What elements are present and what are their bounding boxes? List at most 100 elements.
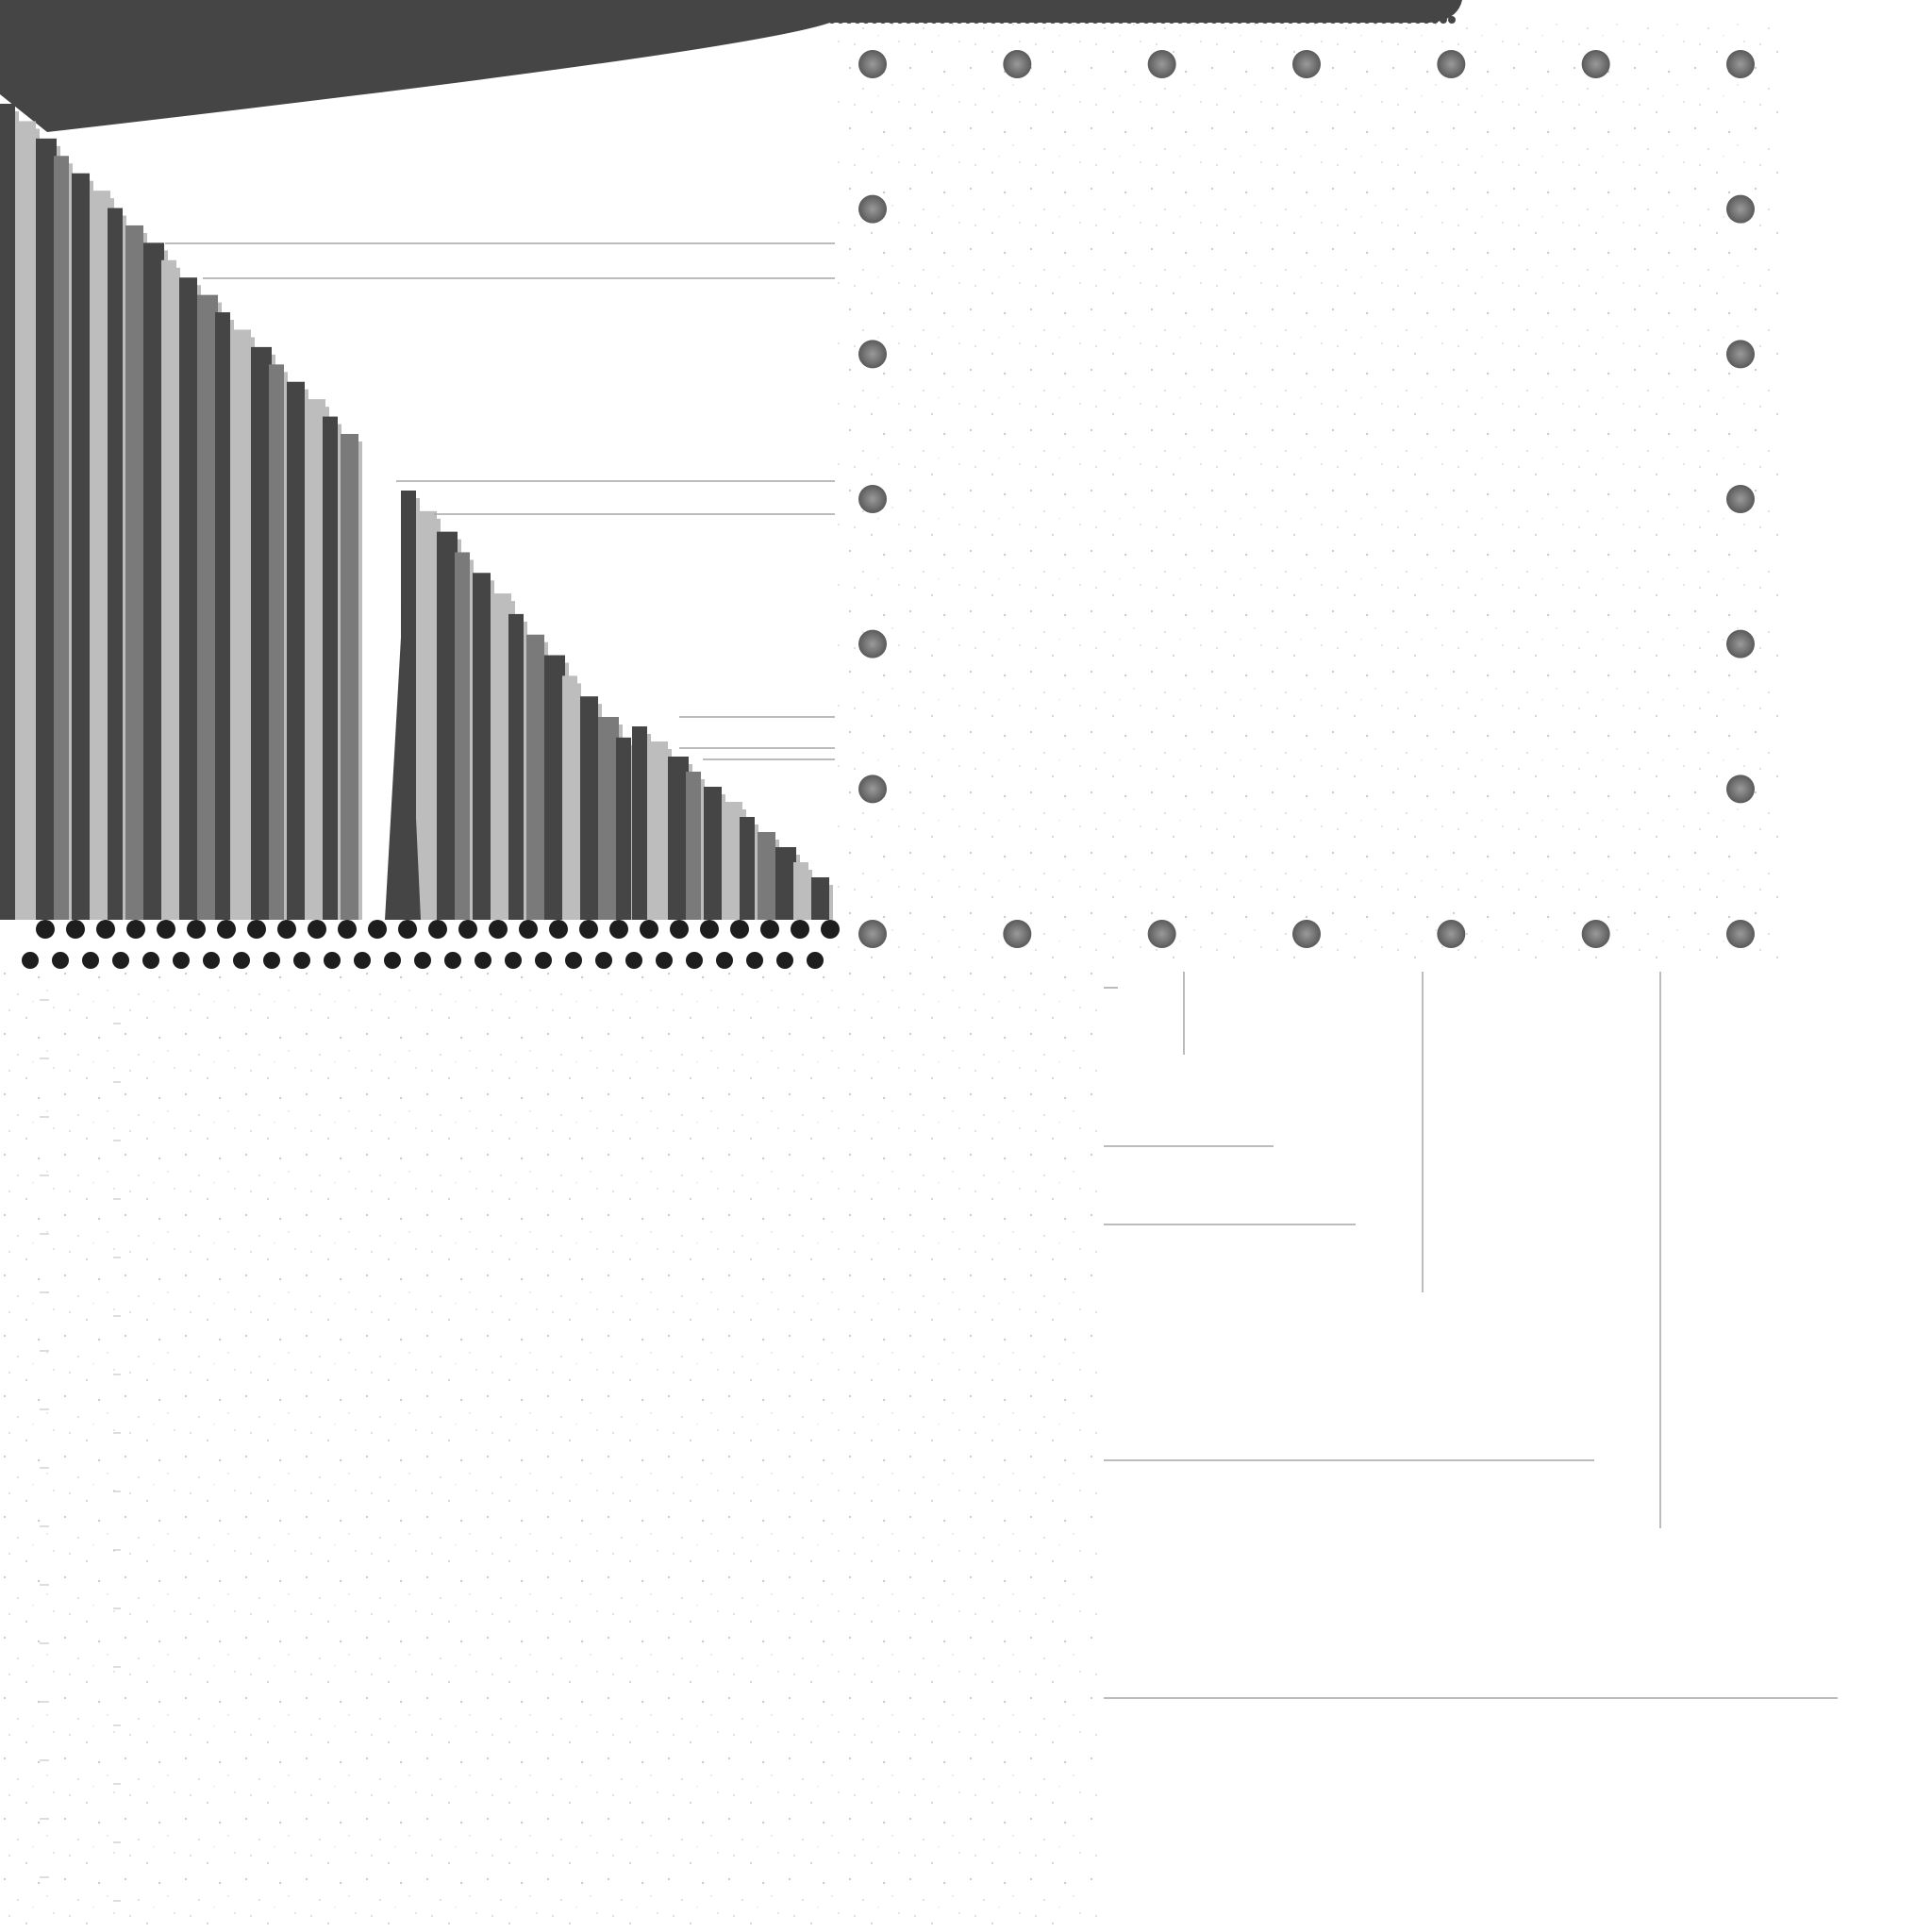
band-tooth — [1389, 16, 1396, 24]
band-tooth — [1032, 16, 1040, 24]
bar — [323, 416, 338, 920]
bar — [811, 877, 829, 920]
band-tooth — [1346, 16, 1354, 24]
bar-edge — [701, 779, 705, 920]
band-tooth — [1142, 16, 1150, 24]
stud-icon — [716, 952, 733, 969]
band-tooth — [1406, 16, 1413, 24]
band-tooth — [1423, 16, 1430, 24]
bar — [108, 208, 123, 921]
stud-icon — [640, 920, 658, 939]
rivet-icon — [1147, 920, 1176, 948]
stud-icon — [760, 920, 779, 939]
stud-icon — [791, 920, 809, 939]
band-tooth — [1024, 16, 1031, 24]
stud-icon — [384, 952, 401, 969]
bar — [562, 675, 577, 920]
rivet-icon — [1726, 50, 1755, 78]
bar — [580, 696, 598, 920]
band-tooth — [1338, 16, 1345, 24]
band-tooth — [1091, 16, 1099, 24]
bar — [287, 381, 305, 921]
band-tooth — [956, 16, 963, 24]
band-tooth — [947, 16, 955, 24]
rivet-icon — [1581, 50, 1610, 78]
band-tooth — [1117, 16, 1124, 24]
stud-icon — [746, 952, 763, 969]
bar — [72, 173, 90, 920]
stud-icon — [489, 920, 508, 939]
bar-edge — [829, 885, 833, 920]
band-tooth — [1074, 16, 1082, 24]
bar-edge — [647, 734, 651, 920]
band-tooth — [930, 16, 938, 24]
band-tooth — [913, 16, 921, 24]
stud-icon — [142, 952, 159, 969]
rivet-icon — [1581, 920, 1610, 948]
band-tooth — [1270, 16, 1277, 24]
band-tooth — [1058, 16, 1065, 24]
band-tooth — [1414, 16, 1422, 24]
stud-icon — [609, 920, 628, 939]
rivet-icon — [1292, 50, 1321, 78]
bar — [793, 862, 808, 920]
rivet-icon — [1003, 50, 1032, 78]
speckle-panel-bottom-left — [0, 972, 1104, 1932]
band-tooth — [1253, 16, 1260, 24]
bar-edge — [577, 683, 581, 920]
band-tooth — [1168, 16, 1175, 24]
rivet-icon — [1726, 774, 1755, 804]
band-tooth — [973, 16, 980, 24]
bar — [437, 531, 458, 920]
bar-edge — [284, 372, 288, 920]
bar — [632, 726, 647, 920]
band-tooth — [1304, 16, 1311, 24]
bar — [125, 225, 143, 920]
bar — [598, 717, 619, 920]
bar — [650, 741, 668, 920]
band-tooth — [1159, 16, 1167, 24]
band-tooth — [1312, 16, 1320, 24]
bar-edge — [123, 215, 126, 921]
bar — [455, 552, 470, 920]
band-tooth — [896, 16, 904, 24]
stud-icon — [398, 920, 417, 939]
band-tooth — [1125, 16, 1133, 24]
band-tooth — [1278, 16, 1286, 24]
band-tooth — [1431, 16, 1439, 24]
band-tooth — [981, 16, 989, 24]
rivet-icon — [858, 194, 887, 224]
stud-icon — [821, 920, 840, 939]
rivet-icon — [1726, 194, 1755, 224]
stud-rows — [22, 920, 840, 969]
bar — [233, 329, 251, 920]
stud-icon — [535, 952, 552, 969]
stud-icon — [625, 952, 642, 969]
rivet-icon — [1003, 920, 1032, 948]
rivet-icon — [1726, 920, 1755, 948]
band-tooth — [854, 16, 861, 24]
stud-icon — [66, 920, 85, 939]
stud-icon — [36, 920, 55, 939]
rivet-icon — [1437, 50, 1466, 78]
bar — [473, 573, 491, 920]
stud-icon — [519, 920, 538, 939]
band-tooth — [1176, 16, 1184, 24]
bar — [90, 191, 110, 920]
rivet-icon — [858, 340, 887, 369]
band-tooth — [1193, 16, 1201, 24]
stud-icon — [173, 952, 190, 969]
bar-edge — [524, 621, 527, 920]
band-tooth — [1083, 16, 1091, 24]
band-tooth — [964, 16, 972, 24]
bar-edge — [755, 824, 758, 920]
rivet-icon — [858, 920, 887, 948]
band-tooth — [1448, 16, 1456, 24]
band-tooth — [1321, 16, 1328, 24]
stud-icon — [293, 952, 310, 969]
stud-icon — [187, 920, 206, 939]
rivet-icon — [1726, 629, 1755, 658]
rivet-icon — [1726, 340, 1755, 369]
rivet-icon — [1147, 50, 1176, 78]
bar — [197, 294, 218, 920]
